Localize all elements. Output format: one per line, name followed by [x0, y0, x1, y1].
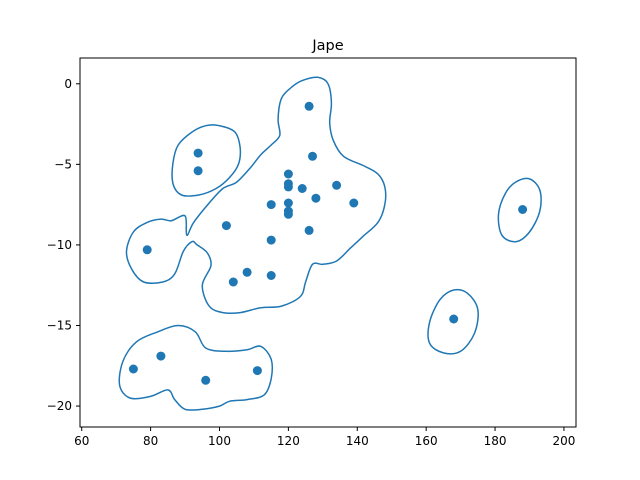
contour-3	[118, 324, 273, 411]
contour-4	[427, 288, 479, 355]
data-point	[221, 221, 231, 231]
data-point	[252, 366, 262, 376]
data-point	[283, 209, 293, 219]
data-point	[304, 225, 314, 235]
x-tick-label: 120	[277, 434, 300, 448]
x-tick-label: 140	[346, 434, 369, 448]
data-point	[156, 351, 166, 361]
x-tick-label: 100	[208, 434, 231, 448]
data-point	[449, 314, 459, 324]
data-point	[311, 193, 321, 203]
data-point	[228, 277, 238, 287]
data-point	[128, 364, 138, 374]
data-point	[242, 267, 252, 277]
y-tick-label: −20	[47, 399, 72, 413]
data-point	[304, 101, 314, 111]
scatter-points	[128, 101, 528, 385]
x-tick-label: 200	[552, 434, 575, 448]
data-point	[266, 271, 276, 280]
y-tick-label: −15	[47, 318, 72, 332]
density-contours	[118, 76, 542, 411]
data-point	[142, 245, 152, 255]
data-point	[266, 235, 276, 245]
contour-1	[125, 76, 387, 315]
contour-5	[497, 177, 542, 243]
data-point	[518, 205, 528, 214]
data-point	[193, 166, 203, 176]
x-tick-label: 80	[143, 434, 158, 448]
contour-2	[171, 124, 242, 197]
data-point	[193, 148, 203, 158]
data-point	[201, 375, 211, 385]
x-tick-label: 160	[415, 434, 438, 448]
x-axis-ticks: 60 80 100 120 140 160 180 200	[74, 427, 575, 448]
y-tick-label: 0	[64, 77, 72, 91]
x-tick-label: 180	[484, 434, 507, 448]
plot-frame	[79, 57, 577, 428]
y-axis-ticks: 0 −5 −10 −15 −20	[47, 77, 80, 413]
data-point	[332, 180, 342, 190]
data-point	[283, 198, 293, 208]
data-point	[283, 182, 293, 192]
chart-title: Jape	[311, 38, 343, 54]
data-point	[283, 169, 293, 179]
x-tick-label: 60	[74, 434, 89, 448]
y-tick-label: −10	[47, 238, 72, 252]
y-tick-label: −5	[54, 157, 72, 171]
data-point	[349, 198, 359, 208]
data-point	[297, 184, 307, 193]
data-point	[266, 200, 276, 210]
data-point	[308, 151, 317, 161]
